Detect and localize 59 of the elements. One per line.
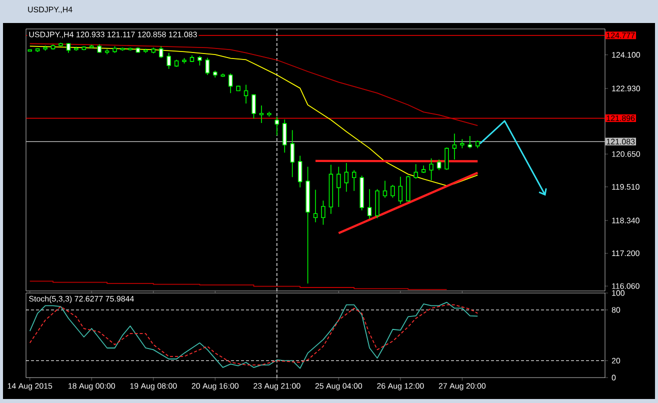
candlestick [182, 58, 186, 64]
candlestick [159, 46, 164, 58]
candlestick [336, 166, 341, 208]
candlestick [120, 47, 125, 52]
candlestick [406, 175, 410, 202]
candlestick [190, 55, 194, 62]
candlestick [166, 52, 171, 70]
candlestick [28, 49, 32, 52]
candlestick [390, 184, 395, 198]
candlestick [290, 130, 294, 178]
candlestick [468, 136, 472, 149]
candlestick [97, 44, 102, 54]
candlestick [205, 57, 210, 76]
candlestick [74, 46, 78, 52]
candlestick [35, 48, 40, 52]
candlestick [321, 200, 326, 226]
candlestick [128, 47, 132, 51]
candlestick [236, 85, 240, 92]
candlestick [50, 44, 56, 50]
candlestick [414, 164, 418, 180]
candlestick [174, 59, 179, 68]
candlestick [104, 48, 110, 55]
candlestick [144, 48, 148, 54]
candlestick [112, 46, 117, 54]
line-series [29, 43, 478, 126]
candlestick [344, 162, 348, 192]
candlestick [90, 44, 94, 49]
candlestick [220, 73, 225, 78]
candlestick [452, 133, 457, 160]
candlestick [66, 42, 71, 54]
candlestick [367, 188, 372, 220]
candlestick [398, 176, 403, 204]
candlestick [282, 119, 287, 154]
candlestick [328, 164, 334, 214]
candlestick [421, 165, 426, 174]
candlestick [382, 180, 388, 198]
candlestick [151, 47, 156, 54]
candlestick [136, 46, 140, 54]
candlestick [259, 105, 264, 124]
candlestick [313, 189, 318, 223]
candlestick [306, 166, 310, 284]
candlestick [375, 188, 380, 219]
candlestick [198, 56, 202, 66]
candlestick [352, 170, 356, 192]
line-series [29, 46, 478, 186]
candlestick [213, 70, 218, 78]
candlestick [228, 73, 233, 94]
candlestick [436, 159, 442, 171]
candlestick [298, 155, 302, 188]
candlestick [444, 147, 449, 170]
candlestick [58, 42, 63, 47]
candlestick [429, 158, 434, 181]
candlestick [244, 84, 248, 104]
candlestick [252, 94, 256, 120]
candlestick [460, 138, 464, 149]
candlestick [360, 175, 364, 211]
candlestick [82, 46, 86, 51]
candlestick [43, 45, 48, 52]
candlestick [476, 140, 480, 148]
